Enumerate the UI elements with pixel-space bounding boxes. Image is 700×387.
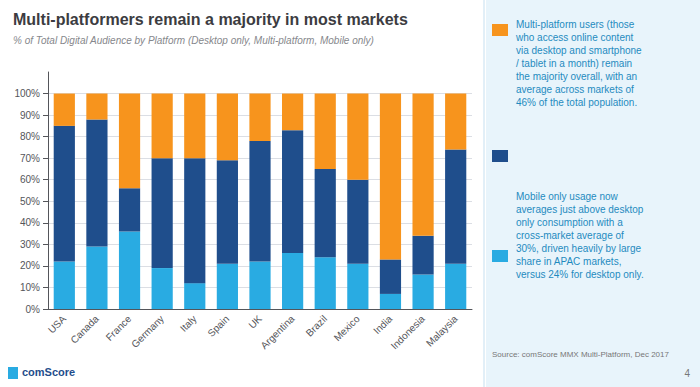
svg-text:Source: comScore MMX Multi-Pla: Source: comScore MMX Multi-Platform, Dec… [492,350,669,359]
svg-text:/ tablet in a month) remain: / tablet in a month) remain [516,58,632,69]
svg-text:via desktop and smartphone: via desktop and smartphone [516,45,642,56]
svg-text:Italy: Italy [178,313,199,334]
svg-text:Brazil: Brazil [304,313,329,338]
svg-text:UK: UK [246,313,264,331]
svg-text:share in APAC markets,: share in APAC markets, [516,256,621,267]
svg-text:20%: 20% [20,260,40,271]
svg-text:Mobile only usage now: Mobile only usage now [516,191,619,202]
svg-text:Mexico: Mexico [332,313,362,343]
svg-text:USA: USA [46,313,69,336]
svg-text:comScore: comScore [22,366,75,378]
svg-text:60%: 60% [20,174,40,185]
svg-text:Canada: Canada [68,313,101,346]
svg-text:average across markets of: average across markets of [516,84,634,95]
svg-text:30%, driven heavily by large: 30%, driven heavily by large [516,243,642,254]
svg-text:100%: 100% [14,88,40,99]
svg-text:Indonesia: Indonesia [389,313,428,352]
svg-text:who access online content: who access online content [515,32,634,43]
svg-text:% of Total Digital Audience by: % of Total Digital Audience by Platform … [13,35,374,46]
svg-text:only consumption with a: only consumption with a [516,217,623,228]
svg-text:40%: 40% [20,217,40,228]
svg-text:90%: 90% [20,110,40,121]
svg-text:Spain: Spain [205,313,231,339]
svg-text:30%: 30% [20,239,40,250]
svg-text:10%: 10% [20,282,40,293]
svg-text:0%: 0% [26,304,41,315]
svg-text:Malaysia: Malaysia [424,313,460,349]
svg-text:versus 24% for desktop only.: versus 24% for desktop only. [516,269,644,280]
svg-text:the majority overall, with an: the majority overall, with an [516,71,637,82]
svg-text:Argentina: Argentina [258,313,296,351]
svg-text:India: India [371,313,394,336]
svg-text:cross-market average of: cross-market average of [516,230,624,241]
svg-text:70%: 70% [20,153,40,164]
svg-text:46% of the total population.: 46% of the total population. [516,97,637,108]
svg-text:France: France [104,313,134,343]
svg-text:4: 4 [684,368,690,379]
svg-text:80%: 80% [20,131,40,142]
svg-text:averages just above desktop: averages just above desktop [516,204,644,215]
svg-text:Germany: Germany [129,313,166,350]
svg-text:Multi-platform users (those: Multi-platform users (those [516,19,635,30]
svg-text:50%: 50% [20,196,40,207]
svg-text:Multi-platformers remain a maj: Multi-platformers remain a majority in m… [13,11,408,28]
